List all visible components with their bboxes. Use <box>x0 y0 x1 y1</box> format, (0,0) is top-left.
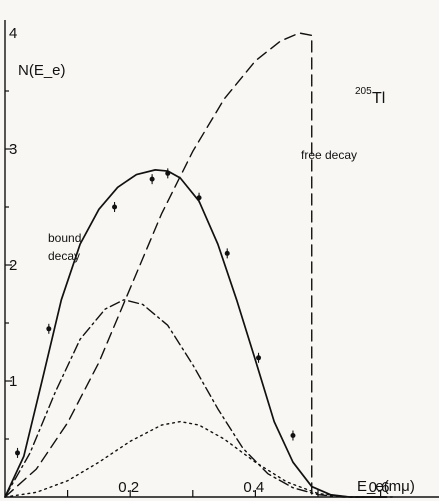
bound-decay-label-line-1: bound <box>48 231 81 245</box>
x-tick-label: 0.4 <box>243 479 264 496</box>
curves-group <box>4 32 394 498</box>
isotope-mass-number: 205 <box>355 86 372 97</box>
y-tick-label: 1 <box>9 373 17 390</box>
isotope-symbol: Tl <box>372 90 385 107</box>
free-decay-label: free decay <box>301 148 357 162</box>
axes-group: 1 2 3 4 0.2 0.4 0.6 <box>4 20 439 498</box>
series-line-dashed <box>4 32 313 498</box>
markers-group <box>15 168 296 458</box>
y-axis-label: N(E_e) <box>18 62 66 79</box>
x-tick-label: 0.6 <box>369 479 390 496</box>
y-tick-label: 3 <box>9 141 17 158</box>
series-line-dotted <box>4 420 382 498</box>
series-line-solid <box>4 169 388 498</box>
bound-decay-label-line-2: decay <box>48 249 80 263</box>
y-tick-label: 2 <box>9 257 17 274</box>
series-line-dashdot <box>4 299 394 498</box>
y-tick-label: 4 <box>9 25 17 42</box>
x-tick-label: 0.2 <box>118 479 139 496</box>
x-axis-label: E_e(mμ) <box>357 478 415 495</box>
